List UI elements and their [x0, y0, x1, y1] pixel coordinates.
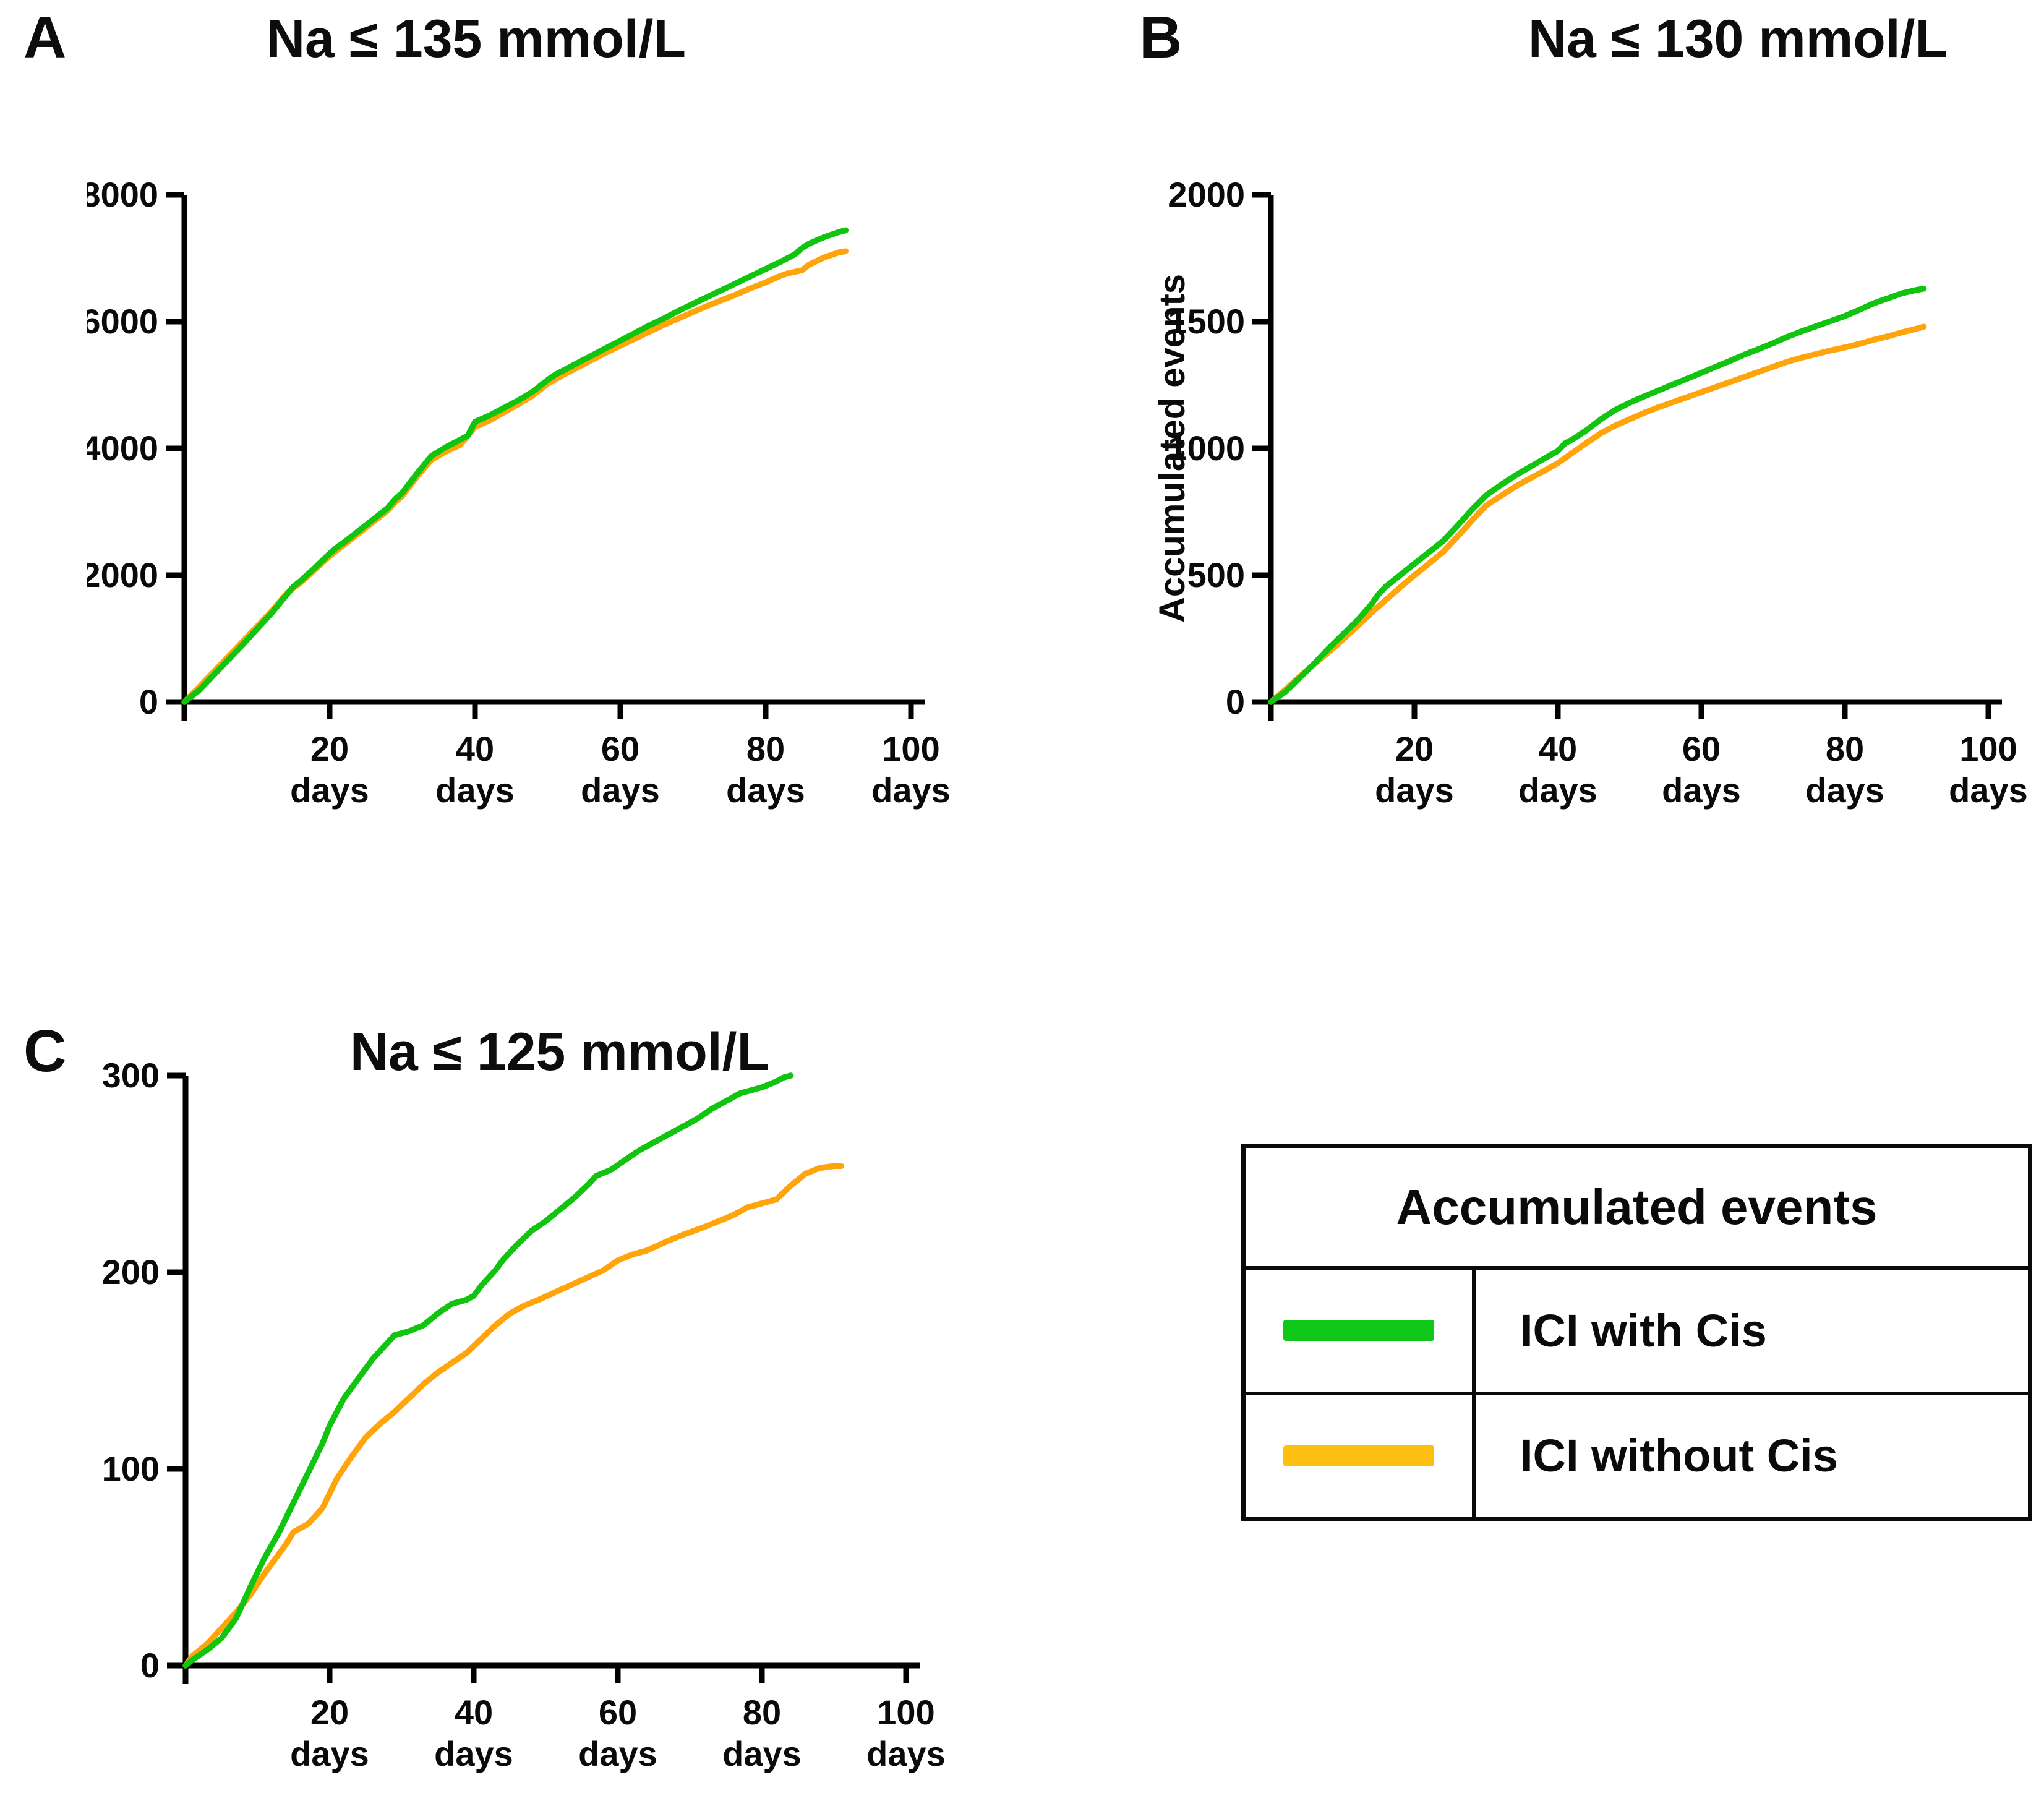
y-tick-label: 300	[102, 1056, 160, 1095]
panel-B-chart: 050010001500200020days40days60days80days…	[1152, 175, 2028, 810]
y-tick-label: 2000	[87, 555, 158, 594]
panel-a-title: Na ≤ 135 mmol/L	[266, 9, 686, 69]
x-tick-label: 60	[1682, 729, 1721, 768]
x-tick-label: 100	[882, 729, 939, 768]
x-tick-unit-label: days	[1662, 771, 1741, 810]
panel-a-letter: A	[24, 4, 67, 71]
legend-swatch-cell	[1246, 1270, 1476, 1392]
y-tick-label: 8000	[87, 175, 158, 214]
x-tick-label: 20	[310, 729, 349, 768]
y-tick-label: 100	[102, 1449, 160, 1488]
x-tick-label: 20	[310, 1693, 349, 1732]
x-tick-unit-label: days	[726, 771, 805, 810]
x-tick-unit-label: days	[1375, 771, 1454, 810]
x-tick-unit-label: days	[1805, 771, 1884, 810]
x-tick-label: 60	[601, 729, 639, 768]
x-tick-label: 20	[1395, 729, 1434, 768]
x-tick-label: 80	[1826, 729, 1864, 768]
x-tick-unit-label: days	[290, 771, 369, 810]
y-tick-label: 1500	[1168, 302, 1245, 341]
green-line-swatch	[1283, 1320, 1434, 1342]
x-tick-label: 80	[746, 729, 785, 768]
panel-b-title: Na ≤ 130 mmol/L	[1528, 9, 1948, 69]
x-tick-unit-label: days	[290, 1734, 369, 1773]
y-tick-label: 2000	[1168, 175, 1245, 214]
legend-swatch-cell	[1246, 1395, 1476, 1517]
y-tick-label: 0	[140, 1646, 160, 1685]
x-tick-label: 100	[877, 1693, 934, 1732]
y-axis-title: Accumulated events	[1152, 274, 1192, 623]
x-tick-label: 100	[1959, 729, 2017, 768]
legend-label: ICI with Cis	[1520, 1304, 1767, 1356]
x-tick-label: 40	[1539, 729, 1577, 768]
series-line-ici-without-cis	[182, 1163, 844, 1669]
legend-row-ici-without-cis: ICI without Cis	[1246, 1395, 2028, 1517]
y-tick-label: 6000	[87, 302, 158, 341]
orange-line-swatch	[1283, 1445, 1434, 1466]
panel-C-chart: 010020030020days40days60days80days100day…	[102, 1056, 946, 1773]
x-tick-unit-label: days	[434, 1734, 513, 1773]
panel-A-chart: 0200040006000800020days40days60days80day…	[87, 175, 951, 810]
legend-title: Accumulated events	[1246, 1148, 2028, 1270]
panel-b-letter: B	[1139, 4, 1182, 71]
legend-table: Accumulated events ICI with Cis ICI with…	[1241, 1144, 2032, 1521]
series-line-ici-without-cis	[1268, 323, 1927, 705]
x-tick-unit-label: days	[578, 1734, 657, 1773]
legend-label: ICI without Cis	[1520, 1430, 1838, 1482]
y-tick-label: 500	[1187, 555, 1245, 594]
panel-c-title: Na ≤ 125 mmol/L	[349, 1022, 770, 1082]
y-tick-label: 0	[139, 682, 158, 721]
y-tick-label: 0	[1226, 682, 1245, 721]
series-line-ici-with-cis	[1268, 285, 1927, 705]
y-tick-label: 200	[102, 1252, 160, 1291]
x-tick-unit-label: days	[1949, 771, 2028, 810]
x-tick-unit-label: days	[1518, 771, 1597, 810]
panel-c-letter: C	[24, 1018, 67, 1084]
x-tick-unit-label: days	[866, 1734, 946, 1773]
series-line-ici-without-cis	[181, 248, 849, 705]
x-tick-unit-label: days	[581, 771, 660, 810]
x-tick-unit-label: days	[871, 771, 951, 810]
x-tick-label: 60	[599, 1693, 637, 1732]
y-tick-label: 4000	[87, 429, 158, 468]
x-tick-label: 80	[743, 1693, 781, 1732]
y-tick-label: 1000	[1168, 429, 1245, 468]
x-tick-unit-label: days	[435, 771, 515, 810]
legend-row-ici-with-cis: ICI with Cis	[1246, 1270, 2028, 1395]
series-line-ici-with-cis	[182, 1072, 794, 1669]
x-tick-unit-label: days	[722, 1734, 802, 1773]
series-line-ici-with-cis	[181, 227, 849, 705]
x-tick-label: 40	[455, 1693, 493, 1732]
x-tick-label: 40	[456, 729, 494, 768]
